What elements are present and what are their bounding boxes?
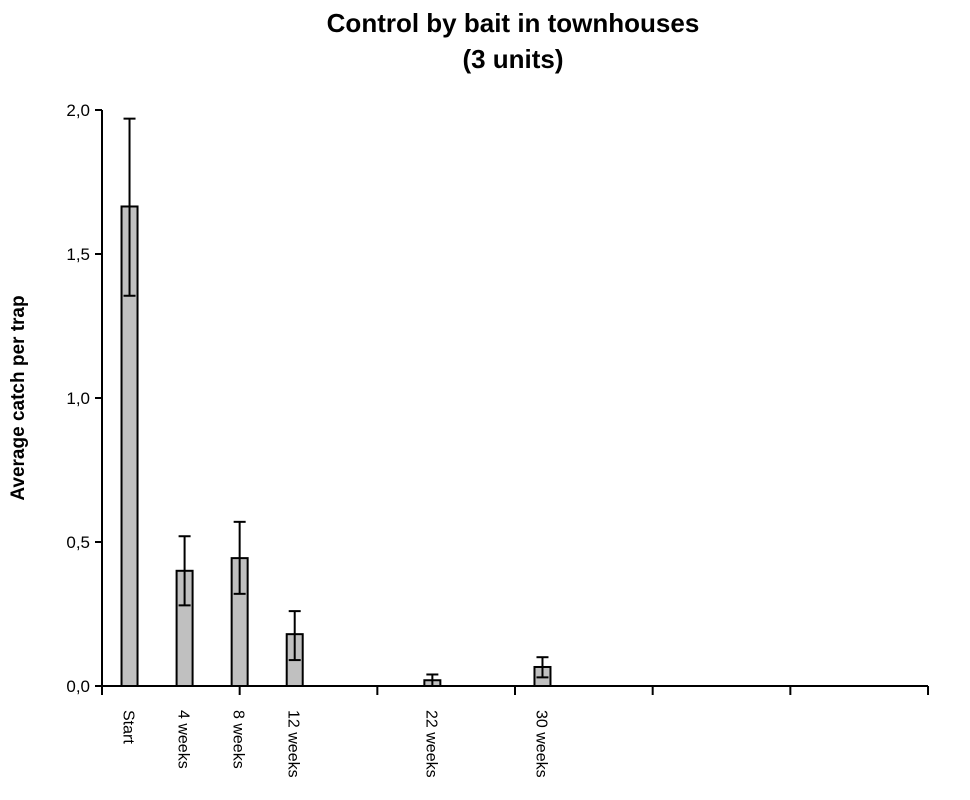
y-axis-label: Average catch per trap [8,295,29,500]
x-tick-label: 30 weeks [532,710,549,778]
x-tick-label: Start [120,710,137,744]
x-tick-label: 4 weeks [175,710,192,769]
y-tick-label: 0,5 [66,533,90,552]
x-tick-label: 12 weeks [285,710,302,778]
x-tick-label: 22 weeks [422,710,439,778]
chart-title: Control by bait in townhouses [327,8,700,38]
y-tick-label: 1,5 [66,245,90,264]
chart-subtitle: (3 units) [462,44,563,74]
y-tick-label: 2,0 [66,101,90,120]
x-tick-label: 8 weeks [230,710,247,769]
y-tick-label: 1,0 [66,389,90,408]
y-tick-label: 0,0 [66,677,90,696]
